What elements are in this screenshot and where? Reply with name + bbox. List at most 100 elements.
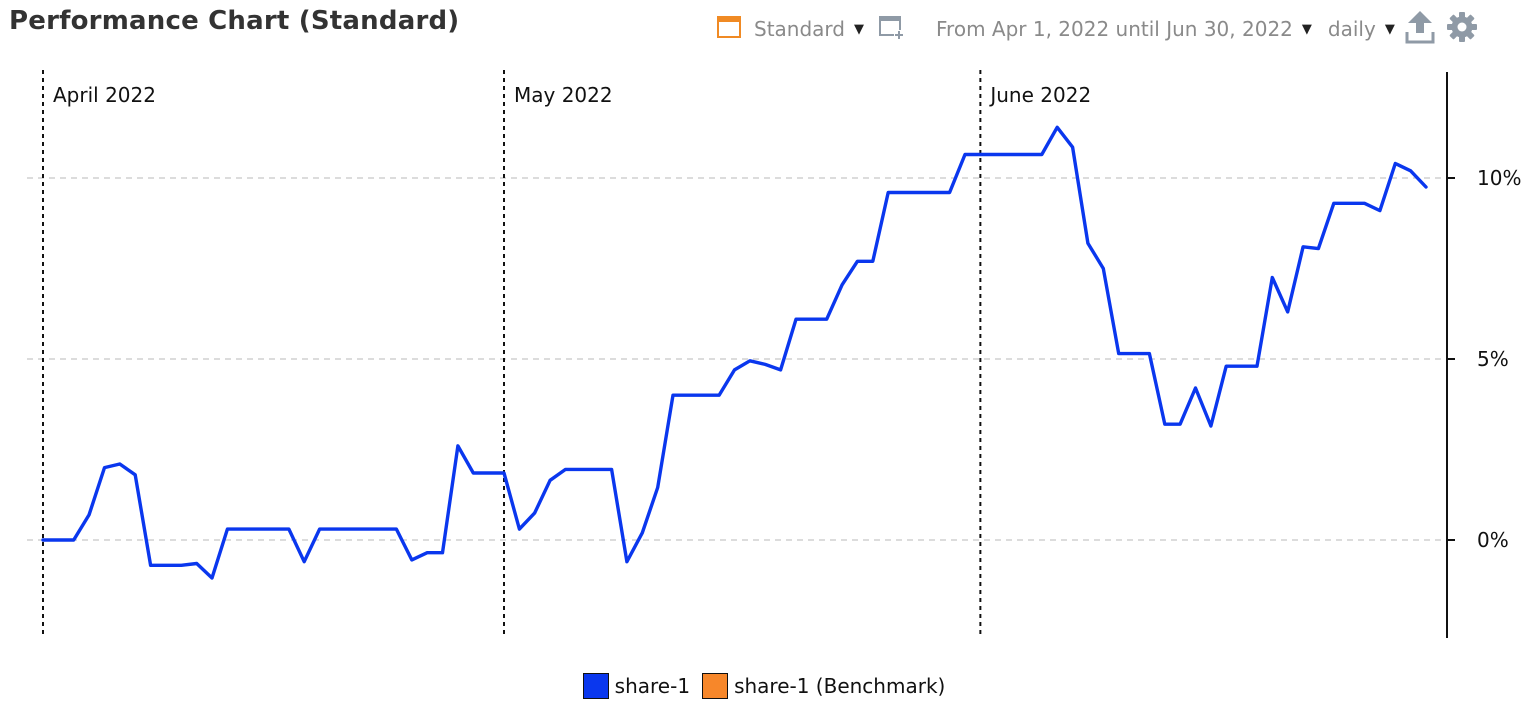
data-point (149, 564, 152, 567)
export-upload-icon (1405, 10, 1435, 49)
data-point (1086, 242, 1090, 245)
legend-swatch-share-1 (582, 673, 609, 699)
data-point (1378, 209, 1382, 212)
data-point (1178, 423, 1182, 426)
data-point (1363, 202, 1366, 205)
data-point (518, 527, 521, 531)
data-point (717, 394, 721, 397)
performance-chart: April 2022 May 2022 June 2022 0% 5% 10% (27, 70, 1521, 638)
legend-item-benchmark[interactable]: share-1 (Benchmark) (702, 673, 945, 699)
export-button[interactable] (1405, 10, 1435, 49)
data-point (103, 466, 106, 469)
data-point (779, 368, 782, 372)
data-point (794, 318, 798, 321)
add-chart-button[interactable] (878, 14, 904, 45)
data-point (226, 527, 229, 531)
data-point (118, 462, 122, 466)
data-point (656, 486, 659, 489)
data-point (1225, 365, 1228, 368)
settings-button[interactable] (1446, 11, 1478, 48)
y-tick-label: 10% (1477, 166, 1521, 190)
data-point (887, 191, 890, 194)
data-point (533, 511, 536, 515)
data-point (1271, 276, 1274, 279)
chart-area: April 2022 May 2022 June 2022 0% 5% 10% (0, 56, 1528, 656)
month-label: April 2022 (53, 83, 156, 107)
data-point (548, 479, 552, 482)
data-point (1317, 247, 1320, 250)
data-point (948, 191, 951, 194)
data-point (1394, 162, 1397, 165)
y-tick-label: 0% (1477, 528, 1509, 552)
chevron-down-icon: ▼ (1301, 21, 1312, 37)
month-marker-layer: April 2022 May 2022 June 2022 (42, 70, 1091, 638)
data-point (472, 471, 475, 475)
y-axis: 0% 5% 10% (1446, 72, 1521, 638)
data-point (963, 153, 967, 156)
data-point (825, 318, 828, 321)
data-point (395, 527, 398, 531)
data-point (856, 260, 859, 263)
view-selector[interactable]: Standard ▼ (716, 14, 864, 45)
data-point (871, 260, 874, 263)
data-point (748, 359, 752, 362)
data-point (456, 444, 460, 448)
interval-label: daily (1327, 17, 1376, 41)
legend-swatch-benchmark (702, 673, 729, 699)
data-point (303, 560, 306, 563)
month-label: June 2022 (988, 83, 1091, 107)
data-point (610, 468, 613, 471)
data-point (671, 394, 675, 397)
legend-label: share-1 (614, 674, 691, 698)
data-point (1102, 267, 1105, 270)
chart-legend: share-1 share-1 (Benchmark) (0, 668, 1528, 704)
data-point (1255, 365, 1259, 368)
data-point (1409, 169, 1412, 172)
gear-icon (1446, 11, 1478, 48)
data-point (1148, 352, 1151, 355)
data-point (1194, 386, 1197, 390)
data-point (641, 531, 644, 534)
date-range-label: From Apr 1, 2022 until Jun 30, 2022 (936, 17, 1293, 41)
chart-header: Performance Chart (Standard) Standard ▼ (0, 0, 1528, 56)
calendar-icon (716, 14, 742, 45)
data-point (41, 538, 45, 542)
data-point (733, 368, 736, 372)
data-point (1332, 202, 1336, 205)
grid-layer (27, 177, 1447, 541)
data-point (287, 527, 291, 531)
data-point (318, 527, 321, 531)
page-title: Performance Chart (Standard) (9, 6, 460, 36)
data-point (1056, 126, 1059, 129)
data-point (764, 363, 767, 366)
view-label: Standard (754, 17, 845, 41)
series-layer (41, 125, 1428, 580)
data-point (564, 468, 567, 471)
data-point (840, 283, 844, 286)
date-range-selector[interactable]: From Apr 1, 2022 until Jun 30, 2022 ▼ (936, 17, 1312, 41)
data-point (625, 560, 629, 563)
legend-item-share-1[interactable]: share-1 (582, 673, 691, 699)
chevron-down-icon: ▼ (1384, 21, 1395, 37)
data-point (1301, 245, 1305, 248)
data-point (72, 538, 75, 542)
data-point (426, 551, 429, 554)
data-point (195, 562, 198, 565)
data-point (1163, 423, 1167, 426)
data-point (210, 576, 214, 580)
data-point (180, 564, 183, 567)
data-point (1071, 146, 1074, 149)
series-line-share-1 (41, 125, 1428, 580)
data-point (1040, 153, 1044, 156)
interval-selector[interactable]: daily ▼ (1328, 17, 1395, 41)
data-point (134, 473, 137, 476)
chart-toolbar: Standard ▼ From Apr 1, 2022 until Jun 30… (716, 10, 1478, 49)
data-point (1424, 185, 1428, 189)
data-point (87, 513, 91, 516)
chevron-down-icon: ▼ (854, 21, 864, 37)
y-tick-label: 5% (1477, 347, 1509, 371)
legend-label: share-1 (Benchmark) (734, 674, 946, 698)
data-point (410, 558, 413, 562)
data-point (1117, 352, 1120, 355)
month-label: May 2022 (514, 83, 613, 107)
